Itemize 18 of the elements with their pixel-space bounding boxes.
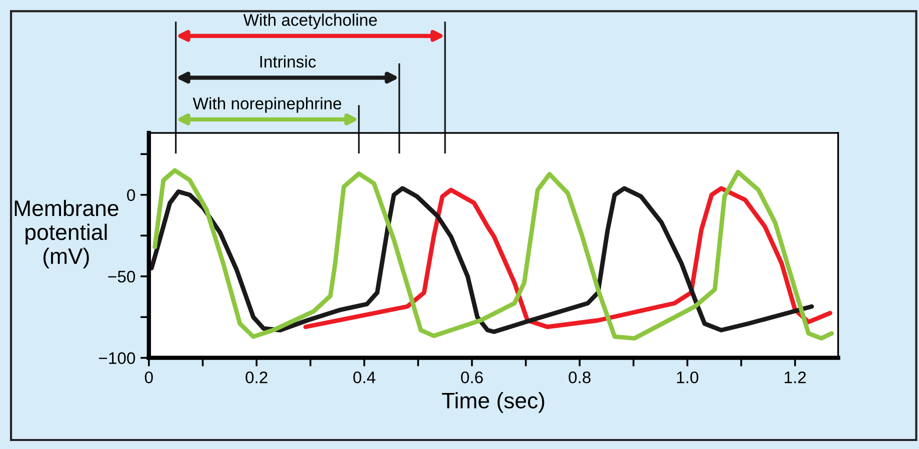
x-tick-label: 0.6: [461, 371, 483, 384]
text: With acetylcholine: [243, 14, 377, 30]
y-tick-label: −50: [108, 270, 136, 283]
x-tick-label: 0.2: [246, 371, 268, 384]
x-axis-title: Time (sec): [442, 392, 544, 413]
text: Intrinsic: [260, 55, 316, 68]
line-series: [149, 186, 814, 334]
text: With norepinephrine: [192, 97, 342, 113]
line-series: [152, 168, 834, 341]
x-tick-label: 1.2: [784, 371, 806, 384]
x-tick-label: 0: [144, 371, 153, 384]
x-tick-label: 1.0: [677, 371, 698, 384]
x-tick-label: 0.4: [353, 371, 376, 384]
line-series: [303, 186, 832, 330]
y-tick-label: 0: [127, 189, 136, 202]
y-tick-label: −100: [98, 352, 136, 364]
y-axis-title: Membrane potential (mV): [14, 200, 118, 268]
x-tick-label: 0.8: [568, 371, 591, 384]
